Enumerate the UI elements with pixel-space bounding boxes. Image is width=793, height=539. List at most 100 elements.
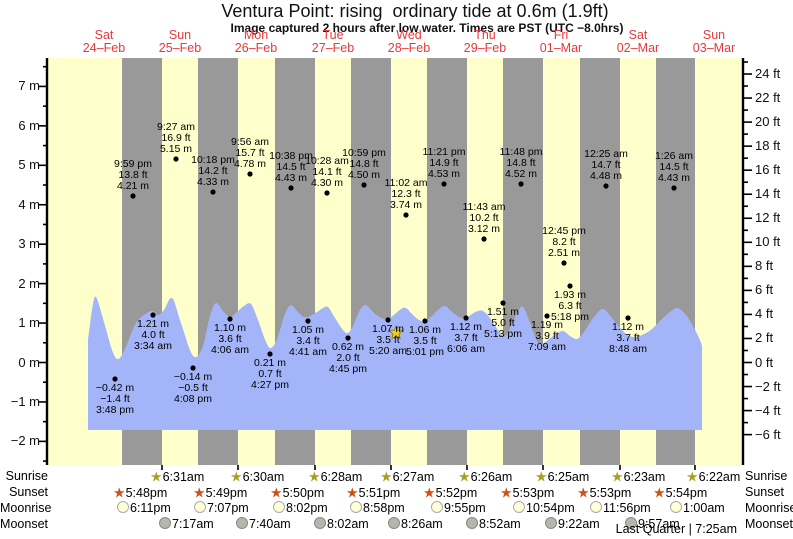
low-tide-feet: −0.5 ft bbox=[178, 382, 208, 394]
day-label: Sat 02–Mar bbox=[603, 29, 673, 55]
high-tide-annotation: 11:43 am 10.2 ft 3.12 m bbox=[446, 202, 522, 235]
high-tide-feet: 13.8 ft bbox=[118, 169, 148, 181]
high-tide-feet: 10.2 ft bbox=[469, 212, 499, 224]
day-label: Mon 26–Feb bbox=[221, 29, 291, 55]
low-tide-feet: 4.0 ft bbox=[141, 329, 165, 341]
low-tide-dot bbox=[227, 316, 233, 322]
low-tide-meters: 1.12 m bbox=[611, 321, 645, 333]
y-axis-label-feet: 24 ft bbox=[755, 66, 781, 82]
high-tide-time: 11:48 pm bbox=[499, 146, 543, 158]
high-tide-dot bbox=[561, 260, 567, 266]
page-subtitle: Image captured 2 hours after low water. … bbox=[230, 21, 624, 35]
high-tide-annotation: 11:02 am 12.3 ft 3.74 m bbox=[368, 178, 444, 211]
high-tide-time: 11:21 pm bbox=[422, 146, 466, 158]
low-tide-feet: 2.0 ft bbox=[336, 352, 360, 364]
low-tide-time: 5:20 am bbox=[369, 345, 407, 357]
sunset-time: 5:51pm bbox=[358, 486, 401, 500]
high-tide-meters: 4.50 m bbox=[347, 169, 381, 181]
low-tide-time: 4:06 am bbox=[211, 344, 249, 356]
low-tide-time: 4:41 am bbox=[289, 346, 327, 358]
astro-row-label-left-sunset: Sunset bbox=[9, 485, 48, 499]
high-tide-dot bbox=[361, 182, 367, 188]
high-tide-annotation: 11:48 pm 14.8 ft 4.52 m bbox=[483, 147, 559, 180]
high-tide-meters: 4.53 m bbox=[427, 168, 461, 180]
high-tide-time: 10:28 am bbox=[305, 155, 349, 167]
low-tide-feet: 3.6 ft bbox=[218, 333, 242, 345]
moonrise-icon bbox=[670, 501, 682, 513]
y-axis-label-meters: −1 m bbox=[10, 393, 40, 409]
low-tide-annotation: 1.06 m 3.5 ft 5:01 pm bbox=[387, 325, 463, 358]
y-axis-label-feet: 4 ft bbox=[755, 306, 774, 322]
sunset-time: 5:49pm bbox=[205, 486, 248, 500]
sunrise-time: 6:28am bbox=[320, 470, 363, 484]
sunrise-entry: ★6:28am bbox=[308, 468, 363, 485]
moonrise-icon bbox=[590, 501, 602, 513]
day-label-date: 02–Mar bbox=[616, 41, 660, 55]
high-tide-dot bbox=[210, 189, 216, 195]
sunrise-time: 6:27am bbox=[392, 470, 435, 484]
high-tide-dot bbox=[130, 193, 136, 199]
high-tide-feet: 14.7 ft bbox=[591, 159, 621, 171]
day-label-dow: Sun bbox=[168, 28, 192, 42]
sunset-entry: ★5:54pm bbox=[653, 484, 707, 501]
high-tide-annotation: 9:59 pm 13.8 ft 4.21 m bbox=[95, 159, 171, 192]
low-tide-dot bbox=[567, 283, 573, 289]
sunset-entry: ★5:53pm bbox=[577, 484, 631, 501]
sunset-entry: ★5:53pm bbox=[500, 484, 554, 501]
high-tide-annotation: 1:26 am 14.5 ft 4.43 m bbox=[636, 151, 712, 184]
sunrise-time: 6:31am bbox=[162, 470, 205, 484]
low-tide-meters: 1.51 m bbox=[486, 306, 520, 318]
sunset-icon: ★ bbox=[577, 484, 590, 501]
y-axis-label-feet: 0 ft bbox=[755, 354, 774, 370]
astro-row-label-left-moonrise: Moonrise bbox=[0, 501, 52, 515]
low-tide-time: 4:08 pm bbox=[174, 393, 212, 405]
y-axis-label-feet: 14 ft bbox=[755, 186, 781, 202]
day-label-dow: Tue bbox=[322, 28, 344, 42]
high-tide-annotation: 10:28 am 14.1 ft 4.30 m bbox=[289, 156, 365, 189]
low-tide-dot bbox=[345, 335, 351, 341]
sunrise-icon: ★ bbox=[230, 468, 243, 485]
high-tide-time: 1:26 am bbox=[655, 150, 693, 162]
high-tide-annotation: 10:59 pm 14.8 ft 4.50 m bbox=[326, 148, 402, 181]
sunrise-entry: ★6:30am bbox=[230, 468, 284, 485]
day-label: Sat 24–Feb bbox=[69, 29, 139, 55]
moonset-icon bbox=[466, 517, 478, 529]
day-label-date: 01–Mar bbox=[539, 41, 583, 55]
low-tide-dot bbox=[625, 315, 631, 321]
sunrise-icon: ★ bbox=[611, 468, 624, 485]
moonrise-icon bbox=[350, 501, 362, 513]
low-tide-dot bbox=[422, 318, 428, 324]
moonrise-entry: 6:11pm bbox=[117, 500, 171, 516]
high-tide-feet: 14.5 ft bbox=[276, 161, 306, 173]
sunrise-time: 6:23am bbox=[623, 470, 666, 484]
high-tide-time: 10:38 pm bbox=[269, 150, 313, 162]
high-tide-meters: 4.33 m bbox=[196, 176, 230, 188]
sunrise-entry: ★6:27am bbox=[380, 468, 435, 485]
y-axis-label-feet: 22 ft bbox=[755, 90, 781, 106]
high-tide-meters: 4.78 m bbox=[233, 158, 267, 170]
sunrise-time: 6:26am bbox=[470, 470, 513, 484]
moonset-time: 7:17am bbox=[172, 517, 214, 531]
high-tide-annotation: 11:21 pm 14.9 ft 4.53 m bbox=[406, 147, 482, 180]
moonrise-entry: 9:55pm bbox=[431, 500, 486, 516]
day-label: Tue 27–Feb bbox=[298, 29, 368, 55]
low-tide-annotation: 0.62 m 2.0 ft 4:45 pm bbox=[310, 342, 386, 375]
high-tide-annotation: 10:18 pm 14.2 ft 4.33 m bbox=[175, 155, 251, 188]
astro-row-label-right-sunrise: Sunrise bbox=[745, 469, 788, 483]
day-label: Sun 03–Mar bbox=[679, 29, 749, 55]
low-tide-time: 8:48 am bbox=[609, 343, 647, 355]
high-tide-meters: 4.48 m bbox=[589, 170, 623, 182]
sunset-icon: ★ bbox=[270, 484, 283, 501]
y-axis-label-feet: 20 ft bbox=[755, 114, 781, 130]
low-tide-meters: 0.62 m bbox=[331, 341, 365, 353]
low-tide-meters: 1.06 m bbox=[408, 324, 442, 336]
moonset-entry: 8:02am bbox=[314, 516, 369, 532]
sunset-entry: ★5:51pm bbox=[346, 484, 401, 501]
astro-row-label-left-moonset: Moonset bbox=[0, 517, 48, 531]
low-tide-feet: 3.7 ft bbox=[616, 332, 640, 344]
sunset-time: 5:48pm bbox=[125, 486, 168, 500]
day-label-dow: Wed bbox=[396, 28, 422, 42]
moonset-entry: 9:57am bbox=[625, 516, 680, 532]
low-tide-annotation: 1.21 m 4.0 ft 3:34 am bbox=[115, 319, 191, 352]
moonrise-time: 7:07pm bbox=[207, 501, 249, 515]
